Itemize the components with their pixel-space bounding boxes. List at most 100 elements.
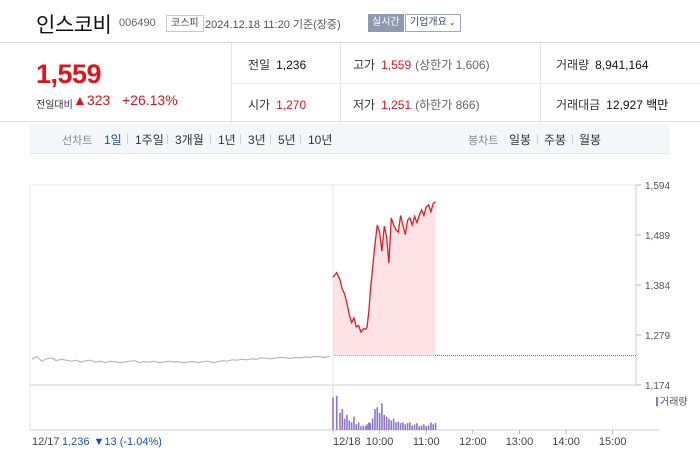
- volume-bar: [353, 416, 355, 430]
- chart-canvas: 1,594 1,489 1,384 1,279 1,174 12/18 10:00 11:0…: [29, 181, 688, 448]
- volume-bar: [332, 397, 334, 430]
- y-axis: 1,594 1,489 1,384 1,279 1,174: [636, 181, 670, 392]
- volume-bar: [355, 424, 358, 430]
- stock-code: 006490: [119, 17, 156, 29]
- volume-bar: [385, 416, 388, 430]
- volume-bar: [341, 409, 344, 430]
- stat-value: 1,251: [381, 98, 412, 112]
- tab-separator: [572, 134, 573, 144]
- stock-name: 인스코비: [36, 14, 112, 37]
- volume-bar: [399, 423, 402, 430]
- x-tick-label: 11:00: [413, 436, 440, 448]
- tab-separator: [270, 134, 271, 144]
- stat-value: 12,927 백만: [606, 98, 669, 112]
- company-info-label: 기업개요: [410, 17, 447, 28]
- market-badge: 코스피: [166, 15, 204, 32]
- volume-bar: [335, 395, 338, 430]
- stat-label: 거래대금: [556, 98, 601, 112]
- summary-divider: [233, 83, 700, 84]
- tab-monthly-candle[interactable]: 월봉: [579, 133, 602, 147]
- price-box: 1,559 전일대비 ▲323 +26.13%: [0, 43, 232, 123]
- volume-stat: 거래량 8,941,164: [556, 56, 649, 73]
- x-tick-label: 13:00: [506, 436, 534, 448]
- summary-divider: [340, 43, 341, 123]
- intraday-chart[interactable]: 1,594 1,489 1,384 1,279 1,174 12/18 10:00 11:0…: [0, 160, 700, 462]
- volume-bar: [430, 422, 432, 430]
- volume-bar: [346, 414, 348, 430]
- volume-bar: [402, 422, 404, 430]
- tab-1-year[interactable]: 1년: [218, 133, 236, 147]
- volume-bar: [376, 407, 379, 430]
- stat-label: 거래량: [556, 58, 590, 72]
- volume-bar: [339, 412, 341, 430]
- volume-bar: [409, 422, 411, 430]
- company-info-button[interactable]: 기업개요 ⌄: [405, 14, 461, 32]
- prev-change-text: ▼13 (-1.04%): [94, 436, 162, 448]
- prev-close-label: 1,236 ▼13 (-1.04%): [62, 436, 162, 448]
- x-axis: 12/18 10:00 11:00 12:00 13:00 14:00 15:00: [333, 430, 626, 448]
- prev-close-stat: 전일 1,236: [248, 56, 306, 73]
- open-stat: 시가 1,270: [248, 96, 306, 113]
- volume-bar: [420, 425, 423, 430]
- x-tick-label: 10:00: [366, 436, 394, 448]
- trading-value-stat: 거래대금 12,927 백만: [556, 96, 668, 113]
- today-line: [332, 201, 437, 334]
- lower-limit-text: (하한가 866): [415, 98, 480, 112]
- volume-bar: [348, 420, 351, 430]
- tab-10-years[interactable]: 10년: [308, 133, 333, 147]
- volume-bar: [374, 409, 376, 430]
- stat-value: 1,270: [276, 98, 307, 112]
- volume-bar: [434, 423, 437, 430]
- volume-bar: [404, 424, 407, 430]
- volume-bar: [397, 421, 400, 430]
- y-tick-label: 1,384: [645, 281, 670, 292]
- today-series: [332, 201, 437, 356]
- stat-label: 고가: [353, 58, 376, 72]
- as-of-timestamp: 2024.12.18 11:20 기준(장중): [205, 19, 341, 31]
- volume-bar: [383, 414, 386, 430]
- volume-bar: [423, 424, 425, 430]
- y-tick-label: 1,489: [645, 231, 670, 242]
- tab-5-years[interactable]: 5년: [278, 133, 296, 147]
- stat-value: 1,236: [276, 58, 307, 72]
- change-amount-value: 323: [86, 92, 111, 108]
- tab-1-day[interactable]: 1일: [104, 133, 122, 147]
- prev-date-label: 12/17: [32, 436, 60, 448]
- current-price: 1,559: [36, 59, 102, 89]
- tab-1-week[interactable]: 1주일: [135, 133, 164, 147]
- stat-label: 전일: [248, 58, 271, 72]
- volume-bar: [362, 425, 365, 430]
- today-date-label: 12/18: [333, 436, 361, 448]
- volume-bar: [395, 422, 397, 430]
- prev-day-line: [31, 355, 331, 364]
- tab-separator: [167, 134, 168, 144]
- volume-bar: [388, 418, 390, 430]
- stat-value: 1,559: [381, 58, 412, 72]
- volume-bar: [350, 422, 353, 430]
- volume-bar: [360, 426, 362, 430]
- up-triangle-icon: ▲: [73, 92, 87, 108]
- tab-3-years[interactable]: 3년: [248, 133, 266, 147]
- x-tick-label: 12:00: [459, 436, 487, 448]
- today-area: [333, 201, 436, 356]
- volume-bar: [378, 412, 381, 430]
- stat-value: 8,941,164: [595, 58, 649, 72]
- volume-legend: 거래량: [660, 396, 688, 408]
- tab-daily-candle[interactable]: 일봉: [509, 133, 532, 147]
- change-percent: +26.13%: [122, 92, 178, 108]
- volume-bar: [368, 422, 370, 430]
- volume-bar: [392, 418, 395, 430]
- tab-3-months[interactable]: 3개월: [175, 133, 204, 147]
- volume-bar: [406, 423, 409, 430]
- realtime-badge: 실시간: [368, 14, 404, 32]
- y-tick-label: 1,594: [645, 181, 670, 192]
- low-stat: 저가 1,251 (하한가 866): [353, 96, 480, 113]
- tab-weekly-candle[interactable]: 주봉: [544, 133, 567, 147]
- summary-divider: [540, 43, 541, 123]
- quote-summary: 1,559 전일대비 ▲323 +26.13% 전일 1,236 시가 1,270 …: [0, 42, 700, 123]
- candle-chart-label: 봉차트: [468, 135, 499, 147]
- volume-legend-swatch: [656, 397, 658, 406]
- x-tick-label: 15:00: [599, 436, 627, 448]
- volume-bar: [369, 423, 372, 430]
- volume-series: [332, 395, 437, 430]
